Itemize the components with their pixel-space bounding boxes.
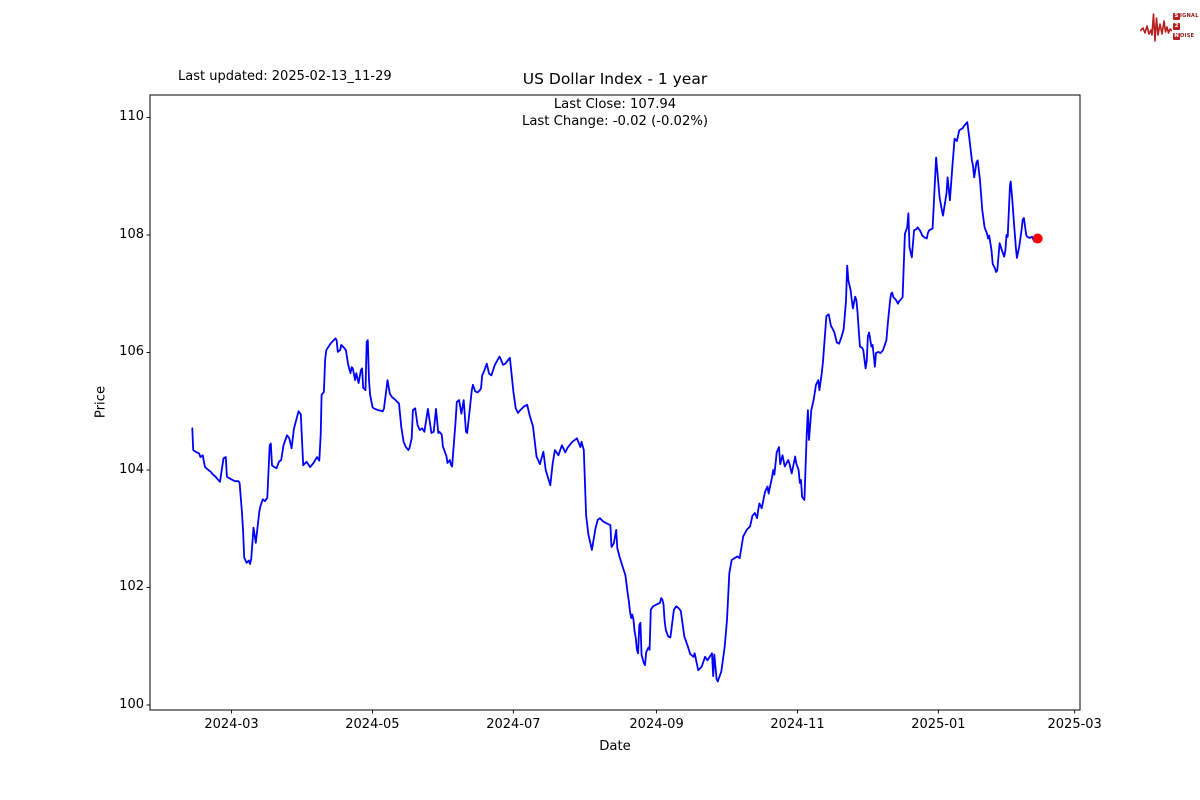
axis-tick-marks	[146, 117, 1076, 714]
x-tick-label: 2024-07	[486, 717, 541, 732]
y-tick-label: 108	[119, 226, 144, 242]
y-tick-label: 100	[119, 696, 144, 712]
logo-letterbox-s: S	[1173, 12, 1180, 20]
chart-title: US Dollar Index - 1 year	[522, 70, 708, 88]
x-axis-label: Date	[599, 739, 631, 754]
subtitle-last-change: Last Change: -0.02 (-0.02%)	[521, 114, 709, 129]
y-tick-label: 110	[119, 109, 144, 124]
y-tick-label: 102	[119, 579, 144, 594]
x-tick-label: 2024-09	[629, 717, 684, 732]
logo-letterbox-2: 2	[1173, 22, 1180, 30]
x-tick-label: 2025-01	[911, 717, 966, 732]
last-close-marker	[1032, 233, 1043, 244]
waveform-icon	[1140, 13, 1172, 42]
logo-letterbox-n: N	[1173, 32, 1180, 40]
x-tick-label: 2025-03	[1047, 717, 1102, 732]
logo-rest-oise: OISE	[1180, 32, 1195, 39]
price-line-series	[191, 121, 1039, 683]
x-tick-label: 2024-05	[345, 717, 400, 732]
x-tick-label: 2024-11	[770, 717, 825, 732]
last-updated-text: Last updated: 2025-02-13_11-29	[178, 69, 392, 84]
subtitle-last-close: Last Close: 107.94	[553, 97, 677, 112]
logo-row-noise: N OISE	[1173, 32, 1199, 40]
x-tick-label: 2024-03	[204, 717, 259, 732]
logo-rest-ignal: IGNAL	[1180, 12, 1199, 19]
axes-spines	[149, 94, 1081, 711]
y-tick-label: 104	[119, 461, 144, 477]
logo-row-2: 2	[1173, 22, 1199, 30]
logo-row-signal: S IGNAL	[1173, 12, 1199, 20]
y-axis-label: Price	[93, 385, 109, 419]
y-tick-label: 106	[119, 344, 144, 359]
signal-2-noise-logo: S IGNAL 2 N OISE	[1140, 7, 1198, 45]
logo-text: S IGNAL 2 N OISE	[1173, 12, 1199, 40]
